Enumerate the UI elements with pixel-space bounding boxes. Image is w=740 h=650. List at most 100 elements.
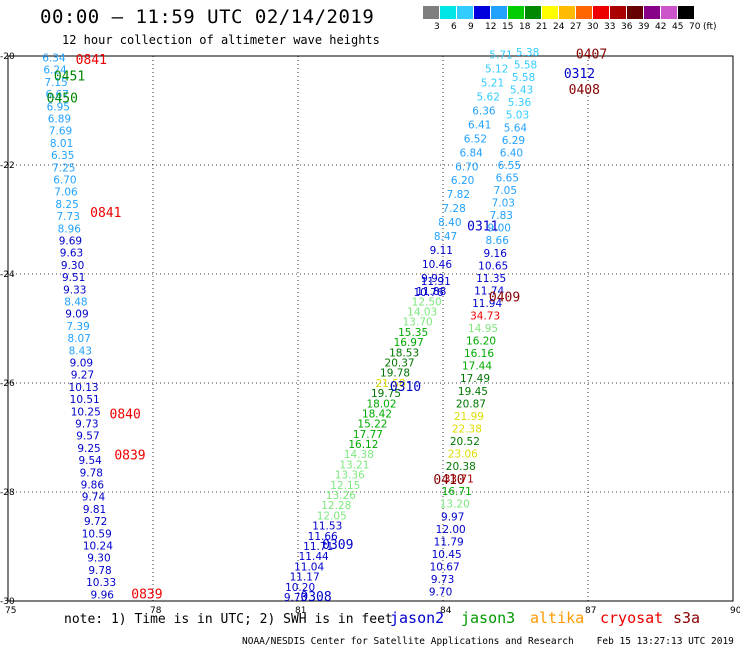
colorbar-label: 70 [689,22,701,32]
wave-height-value: 9.27 [71,370,94,382]
wave-height-value: 9.96 [91,589,115,601]
wave-height-value: 12.15 [330,480,360,492]
wave-height-value: 6.40 [500,147,523,159]
lon-tick-label: 84 [440,606,452,616]
wave-height-value: 5.43 [510,85,533,97]
wave-height-value: 8.07 [67,333,90,345]
colorbar-swatch: 9 [457,6,474,32]
pass-time-label: 0311 [467,219,498,234]
wave-height-value: 9.51 [62,272,85,284]
pass-time-label: 0310 [390,380,421,395]
map-axis-ticks: 75 78 81 84 87 90 -20 -22 -24 -26 -28 -30 [0,52,740,616]
wave-height-value: 9.86 [81,479,105,491]
wave-height-value: 11.79 [434,536,464,548]
wave-height-value: 6.89 [48,113,71,125]
colorbar-swatch: 30 [576,6,598,32]
wave-height-value: 17.49 [460,373,490,385]
pass-time-label: 0409 [489,290,520,305]
footer-note: note: 1) Time is in UTC; 2) SWH is in fe… [64,612,393,627]
wave-height-value: 33.71 [444,474,474,486]
wave-height-value: 5.38 [516,47,539,59]
wave-height-value: 9.70 [429,587,452,599]
pass-time-label: 0450 [47,91,78,106]
wave-height-value: 8.47 [434,231,457,243]
colorbar-swatch: 6 [440,6,457,32]
legend-mission-jason2: jason2 [390,609,445,627]
wave-height-value: 6.70 [455,161,478,173]
wave-height-value: 13.21 [339,459,369,471]
wave-height-value: 11.91 [421,276,451,288]
wave-height-value: 6.52 [464,133,487,145]
wave-height-value: 16.16 [464,348,494,360]
wave-height-value: 12.05 [317,510,347,522]
wave-height-value: 22.38 [452,423,482,435]
wave-height-value: 7.05 [494,185,517,197]
wave-height-value: 18.42 [362,408,392,420]
wave-height-value: 9.69 [59,235,82,247]
wave-height-value: 11.94 [472,298,502,310]
wave-height-value: 7.03 [492,198,515,210]
wave-height-value: 6.67 [46,89,69,101]
lon-tick-label: 87 [585,606,596,616]
wave-height-value: 6.24 [43,65,67,77]
lat-tick-label: -28 [0,488,15,498]
colorbar-label: 18 [519,22,531,32]
wave-height-value: 15.22 [357,419,387,431]
wave-height-value: 5.12 [485,64,508,76]
wave-height-value: 11.53 [312,521,342,533]
wave-height-value: 11.35 [476,273,506,285]
colorbar-swatch: 3 [423,6,440,32]
wave-height-value: 7.25 [52,162,75,174]
altimeter-track: 5.71 5.12 5.21 5.62 6.366.41 6.52 6.84 6.70 6.20… [413,50,512,299]
wave-height-value: 34.73 [470,311,500,323]
legend-mission-cryosat: cryosat [600,609,664,627]
wave-height-value: 9.09 [70,357,93,369]
wave-height-value: 7.28 [442,203,465,215]
colorbar-unit-label: (ft) [703,22,717,32]
colorbar-label: 42 [655,22,667,32]
wave-height-value: 6.35 [51,150,74,162]
wave-height-value: 5.62 [477,92,500,104]
wave-height-value: 7.06 [54,187,78,199]
wave-height-value: 5.03 [506,110,529,122]
wave-height-value: 8.48 [64,296,87,308]
wave-height-value: 11.88 [416,286,446,298]
colorbar-label: 30 [587,22,599,32]
pass-time-label: 0839 [114,448,145,463]
wave-height-value: 6.65 [496,172,519,184]
wave-height-value: 10.13 [69,382,99,394]
pass-time-label: 0308 [300,590,331,605]
wave-height-value: 9.54 [78,455,102,467]
colorbar-swatch: 12 [474,6,496,32]
wave-height-value: 15.35 [398,327,428,339]
colorbar-label: 27 [570,22,582,32]
wave-height-value: 13.70 [403,317,433,329]
colorbar-label: 3 [434,22,440,32]
wave-height-value: 9.09 [65,309,88,321]
colorbar-label: 24 [553,22,565,32]
wave-height-value: 7.73 [57,211,80,223]
wave-height-value: 17.44 [462,361,492,373]
colorbar-swatch: 27 [559,6,581,32]
colorbar-swatch: 36 [610,6,632,32]
wave-height-value: 10.24 [83,540,113,552]
wave-height-value: 6.29 [502,135,525,147]
wave-height-value: 9.25 [77,443,100,455]
pass-time-label: 0407 [576,48,607,63]
credit-text: NOAA/NESDIS Center for Satellite Applica… [242,636,574,647]
wave-height-value: 16.20 [466,336,496,348]
wave-height-value: 10.45 [432,549,462,561]
wave-height-value: 13.36 [335,470,365,482]
wave-height-value: 9.97 [441,511,464,523]
lat-tick-label: -30 [0,597,15,607]
colorbar-label: 9 [468,22,474,32]
colorbar-swatch: 39 [627,6,649,32]
colorbar-label: 33 [604,22,616,32]
credit-timestamp: Feb 15 13:27:13 UTC 2019 [596,636,734,647]
wave-height-value: 10.25 [71,406,101,418]
wave-height-value: 12.00 [436,524,466,536]
lon-tick-label: 75 [5,606,16,616]
wave-height-value: 9.11 [430,245,453,257]
pass-time-label: 0312 [564,67,595,82]
